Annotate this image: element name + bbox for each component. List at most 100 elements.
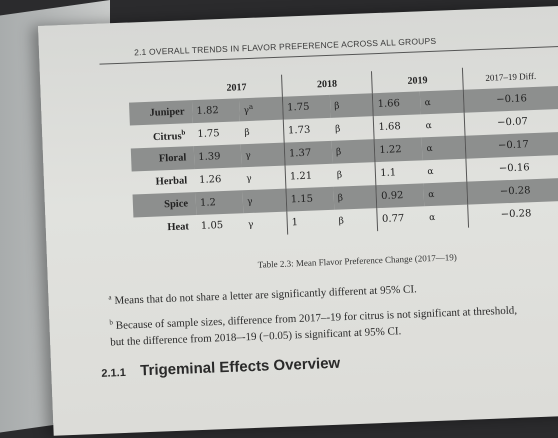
- row-label-text: Herbal: [155, 175, 188, 188]
- diff-value: −0.28: [468, 201, 558, 228]
- value-2017-text: 1.39: [198, 151, 221, 163]
- value-2019-text: 1.22: [379, 144, 402, 156]
- value-2017: 1.2: [195, 190, 244, 216]
- value-2018-text: 1.21: [289, 170, 313, 183]
- diff-value-text: −0.28: [500, 208, 532, 221]
- group-2019-text: α: [425, 120, 432, 131]
- book-page: 2.1 OVERALL TRENDS IN FLAVOR PREFERENCE …: [38, 5, 558, 436]
- value-2017-text: 1.05: [200, 220, 224, 232]
- row-label-text: Floral: [158, 152, 187, 165]
- diff-value-text: −0.28: [499, 185, 531, 198]
- row-label: Herbal: [132, 169, 196, 194]
- value-2017-text: 1.2: [199, 197, 217, 209]
- value-2019: 1.68: [374, 114, 422, 139]
- value-2017: 1.82: [192, 98, 241, 124]
- value-2017: 1.05: [196, 213, 244, 238]
- table-caption: Table 2.3: Mean Flavor Preference Change…: [257, 252, 457, 270]
- value-2019: 1.1: [375, 160, 423, 185]
- table-body: Juniper 1.82 γa 1.75 β 1.66 α −0.16 Citrusb 1.75 β…: [129, 86, 558, 240]
- value-2017: 1.39: [193, 144, 242, 170]
- group-2018: β: [330, 116, 375, 141]
- value-2018-text: 1: [291, 217, 299, 229]
- row-label: Juniper: [129, 100, 193, 126]
- group-2017-text: β: [244, 127, 250, 138]
- group-2019: α: [424, 204, 469, 230]
- value-2017-text: 1.26: [198, 174, 222, 186]
- value-2019-text: 1.66: [377, 98, 401, 111]
- group-2019-text: α: [428, 189, 435, 200]
- row-label: Heat: [133, 215, 197, 240]
- row-label: Spice: [132, 192, 197, 218]
- group-2019-text: α: [427, 166, 434, 177]
- group-2018: β: [329, 93, 374, 118]
- group-2018-text: β: [336, 169, 343, 181]
- superscript: a: [248, 102, 254, 111]
- group-2017-text: γ: [246, 196, 253, 207]
- value-2018-text: 1.75: [286, 101, 310, 114]
- value-2019: 0.77: [377, 206, 425, 231]
- group-2018-text: β: [338, 215, 345, 227]
- footnote-marker: a: [108, 293, 112, 302]
- value-2018: 1.37: [284, 140, 333, 166]
- section-heading: 2.1.1 Trigeminal Effects Overview: [101, 355, 341, 382]
- group-2017-text: γ: [247, 219, 254, 230]
- row-label-text: Heat: [167, 221, 190, 234]
- value-2018: 1.75: [282, 94, 331, 120]
- group-2017-text: γ: [246, 173, 252, 184]
- value-2018-text: 1.73: [287, 124, 311, 137]
- group-2018-text: β: [334, 100, 340, 112]
- group-2018: β: [334, 208, 379, 233]
- section-number: 2.1.1: [101, 366, 127, 380]
- group-2017-text: γ: [245, 150, 251, 161]
- group-2019-text: α: [424, 97, 431, 108]
- group-2018-text: β: [337, 192, 344, 204]
- value-2018-text: 1.37: [288, 147, 312, 160]
- group-2017: γ: [243, 211, 288, 237]
- row-label: Floral: [130, 146, 195, 172]
- footnote-text: Because of sample sizes, difference from…: [109, 304, 518, 349]
- group-2018: β: [332, 162, 377, 187]
- value-2017-text: 1.75: [197, 128, 220, 140]
- group-2017: γa: [239, 96, 284, 122]
- diff-value-text: −0.17: [497, 139, 529, 152]
- group-2018: β: [333, 185, 378, 210]
- group-2017: γ: [242, 188, 287, 214]
- group-2019-text: α: [426, 143, 433, 154]
- value-2017-text: 1.82: [196, 105, 219, 117]
- diff-value-text: −0.16: [498, 162, 530, 175]
- header-empty: [128, 78, 192, 102]
- row-label-text: Spice: [163, 198, 189, 211]
- value-2019: 1.22: [374, 137, 423, 163]
- diff-value-text: −0.16: [496, 93, 528, 106]
- group-2018-text: β: [334, 123, 341, 135]
- value-2019: 0.92: [376, 183, 425, 209]
- value-2018: 1.21: [285, 164, 333, 189]
- group-2019: α: [422, 135, 466, 161]
- group-2018: β: [331, 139, 376, 164]
- group-2019: α: [423, 181, 468, 207]
- section-title: Trigeminal Effects Overview: [139, 354, 341, 380]
- group-2017: γ: [241, 165, 286, 191]
- group-2019: α: [421, 112, 465, 138]
- flavor-preference-table: 2017 2018 2019 2017–19 Diff. Juniper 1.82…: [128, 64, 558, 240]
- value-2017: 1.75: [193, 121, 241, 146]
- row-label: Citrusb: [130, 123, 194, 148]
- value-2019-text: 1.1: [380, 167, 397, 179]
- value-2019-text: 1.68: [378, 121, 401, 133]
- value-2018: 1.73: [283, 118, 331, 143]
- group-2019-text: α: [428, 212, 436, 223]
- value-2019: 1.66: [372, 91, 422, 117]
- group-2019: α: [422, 158, 467, 184]
- group-2018-text: β: [335, 146, 342, 158]
- group-2017: γ: [240, 142, 285, 168]
- value-2019-text: 0.77: [381, 213, 405, 225]
- value-2018: 1.15: [285, 186, 335, 212]
- footnotes: a Means that do not share a letter are s…: [108, 273, 530, 355]
- row-label-text: Citrus: [152, 130, 182, 143]
- diff-value-text: −0.07: [496, 116, 529, 129]
- value-2019-text: 0.92: [380, 190, 404, 202]
- diff-value: −0.28: [466, 177, 558, 205]
- value-2017: 1.26: [195, 167, 243, 192]
- footnote-marker: b: [109, 318, 114, 327]
- group-2019: α: [420, 89, 465, 115]
